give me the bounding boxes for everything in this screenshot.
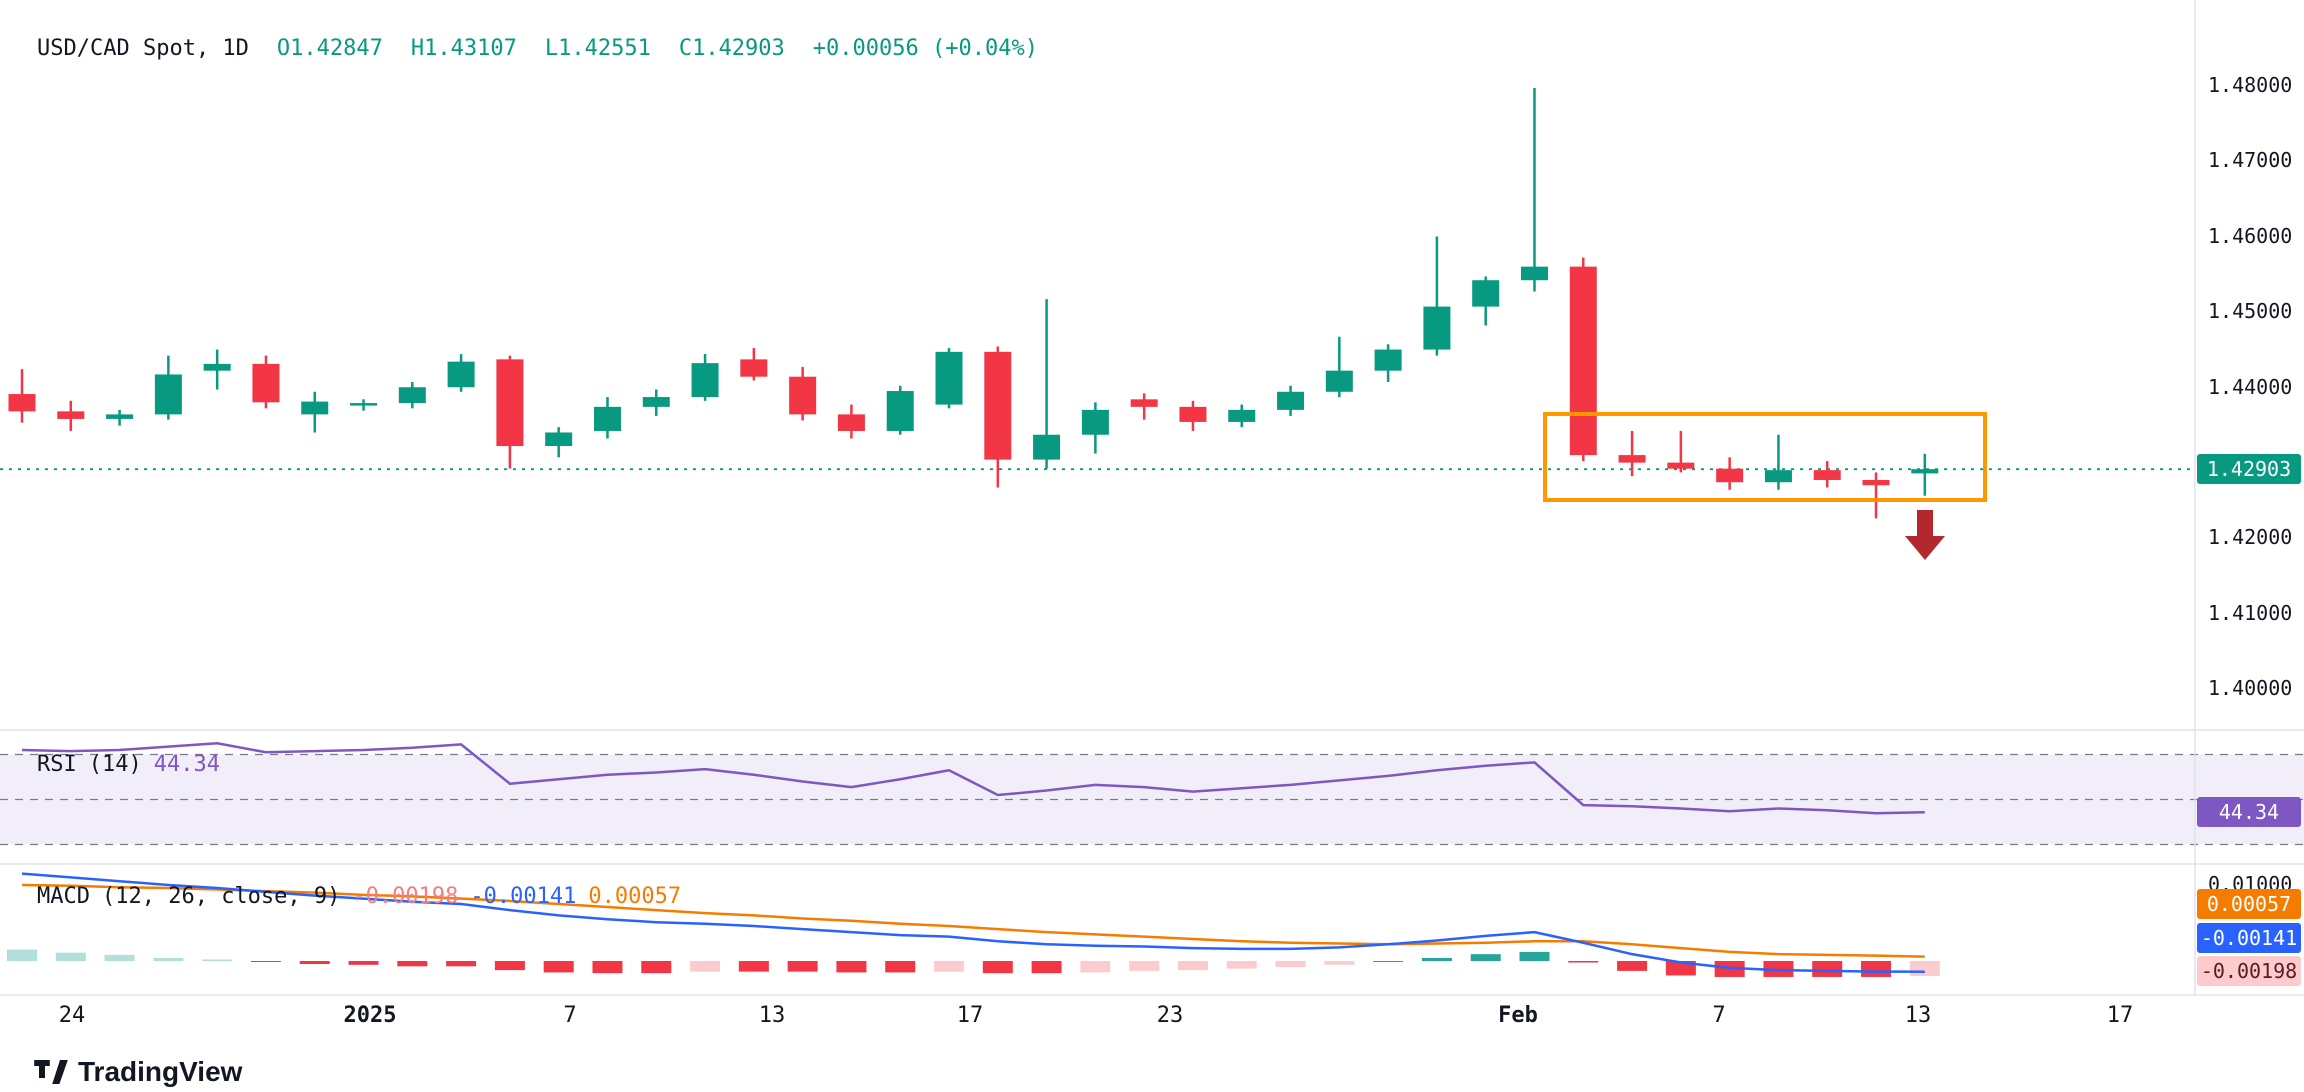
time-axis-label: 7 (563, 1003, 577, 1028)
price-axis-label: 1.46000 (2208, 223, 2293, 248)
current-price-badge: 1.42903 (2197, 454, 2301, 484)
symbol-header: USD/CAD Spot, 1D O1.42847 H1.43107 L1.42… (37, 36, 1038, 61)
time-axis-label: 23 (1156, 1003, 1184, 1028)
tradingview-logo-text: TradingView (78, 1056, 243, 1087)
price-axis-label: 1.45000 (2208, 299, 2293, 324)
macd-hist-badge: -0.00198 (2197, 956, 2301, 986)
time-axis-label: 17 (2106, 1003, 2134, 1028)
price-axis-label: 1.47000 (2208, 148, 2293, 173)
ohlc-high: H1.43107 (410, 36, 517, 61)
price-axis-label: 1.48000 (2208, 73, 2293, 97)
rsi-value-badge: 44.34 (2197, 797, 2301, 827)
macd-line-value: -0.00141 (470, 884, 577, 909)
price-axis-label: 1.42000 (2208, 525, 2293, 550)
ohlc-low: L1.42551 (544, 36, 651, 61)
time-axis[interactable]: 24 2025 7 13 17 23 Feb 7 13 17 (0, 995, 2304, 1041)
tradingview-attribution[interactable]: TradingView (34, 1056, 242, 1088)
time-axis-label: 13 (1904, 1003, 1932, 1028)
rsi-title[interactable]: RSI (37, 752, 77, 777)
price-axis[interactable]: 1.48000 1.47000 1.46000 1.45000 1.44000 1.420… (2195, 0, 2304, 995)
rsi-pane-header: RSI (14) 44.34 (37, 752, 220, 777)
ohlc-open: O1.42847 (276, 36, 383, 61)
time-axis-label: 2025 (343, 1003, 397, 1028)
time-axis-label: 24 (58, 1003, 86, 1028)
time-axis-label: 17 (956, 1003, 984, 1028)
price-axis-label: 1.44000 (2208, 374, 2293, 399)
macd-signal-badge: 0.00057 (2197, 889, 2301, 919)
tradingview-logo-icon (34, 1060, 68, 1084)
rsi-params: (14) (88, 752, 142, 777)
macd-params: (12, 26, close, 9) (101, 884, 341, 909)
macd-signal-value: 0.00057 (588, 884, 682, 909)
price-change: +0.00056 (+0.04%) (812, 36, 1038, 61)
price-axis-label: 1.40000 (2208, 676, 2293, 700)
macd-title[interactable]: MACD (37, 884, 90, 909)
rsi-value: 44.34 (153, 752, 220, 777)
time-axis-label: 13 (758, 1003, 786, 1028)
macd-line-badge: -0.00141 (2197, 923, 2301, 953)
price-axis-label: 1.41000 (2208, 600, 2293, 625)
time-axis-label: 7 (1712, 1003, 1726, 1028)
macd-pane-header: MACD (12, 26, close, 9) -0.00198 -0.0014… (37, 884, 681, 909)
symbol-title[interactable]: USD/CAD Spot, 1D (37, 36, 249, 61)
macd-hist-value: -0.00198 (352, 884, 459, 909)
time-axis-label: Feb (1498, 1003, 1538, 1028)
ohlc-close: C1.42903 (678, 36, 785, 61)
